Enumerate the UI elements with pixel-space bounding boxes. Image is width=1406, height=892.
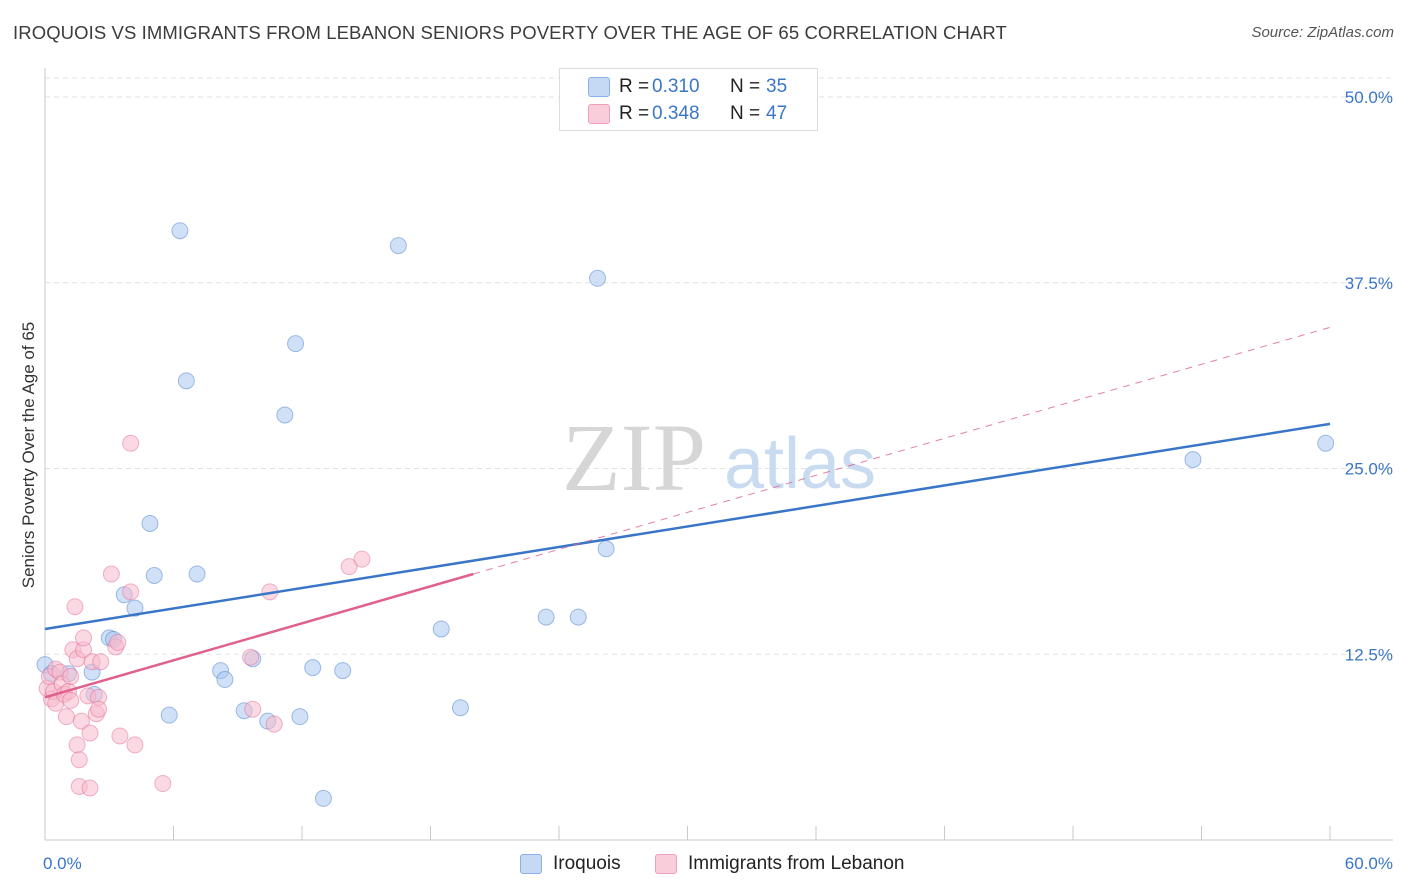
point-lebanon bbox=[68, 736, 86, 754]
point-iroquois bbox=[304, 659, 322, 677]
point-iroquois bbox=[216, 671, 234, 689]
axes bbox=[44, 68, 1393, 841]
point-lebanon bbox=[122, 434, 140, 452]
point-iroquois bbox=[334, 662, 352, 680]
point-lebanon bbox=[126, 736, 144, 754]
point-lebanon bbox=[75, 629, 93, 647]
y-tick-label: 12.5% bbox=[1345, 645, 1393, 664]
point-iroquois bbox=[451, 699, 469, 717]
tick-labels: 12.5% 25.0% 37.5% 50.0% 0.0% 60.0% bbox=[43, 88, 1393, 873]
point-iroquois bbox=[188, 565, 206, 583]
bottom-legend-label-iroquois: Iroquois bbox=[553, 853, 621, 874]
x-tick-label: 0.0% bbox=[43, 854, 82, 873]
point-iroquois bbox=[1317, 434, 1335, 452]
point-lebanon bbox=[90, 700, 108, 718]
point-lebanon bbox=[81, 724, 99, 742]
point-iroquois bbox=[177, 372, 195, 390]
point-iroquois bbox=[291, 708, 309, 726]
point-iroquois bbox=[287, 335, 305, 353]
point-lebanon bbox=[102, 565, 120, 583]
point-iroquois bbox=[126, 599, 144, 617]
trend-line-iroquois bbox=[44, 422, 1331, 631]
point-lebanon bbox=[109, 633, 127, 651]
gridlines bbox=[45, 77, 1393, 655]
point-lebanon bbox=[265, 715, 283, 733]
point-lebanon bbox=[57, 708, 75, 726]
legend: R = 0.310 N = 35 R = 0.348 N = 47 bbox=[559, 68, 818, 131]
point-lebanon bbox=[154, 775, 172, 793]
y-tick-label: 25.0% bbox=[1345, 460, 1393, 479]
legend-r-value: 0.348 bbox=[652, 103, 700, 124]
point-lebanon bbox=[66, 598, 84, 616]
y-tick-label: 37.5% bbox=[1345, 274, 1393, 293]
point-lebanon bbox=[81, 779, 99, 797]
point-lebanon bbox=[70, 751, 88, 769]
source-label: Source: ZipAtlas.com bbox=[1251, 24, 1394, 41]
legend-r-label: R = bbox=[619, 103, 650, 124]
point-lebanon bbox=[62, 691, 80, 709]
point-iroquois bbox=[160, 706, 178, 724]
trend-extension-lebanon bbox=[473, 326, 1331, 575]
trend-lines bbox=[44, 326, 1331, 699]
point-iroquois bbox=[589, 269, 607, 287]
point-lebanon bbox=[122, 583, 140, 601]
point-lebanon bbox=[242, 648, 260, 666]
point-iroquois bbox=[314, 789, 332, 807]
legend-swatch-lebanon bbox=[588, 104, 610, 124]
point-iroquois bbox=[597, 540, 615, 558]
point-iroquois bbox=[171, 222, 189, 240]
point-lebanon bbox=[244, 700, 262, 718]
legend-swatch-iroquois bbox=[588, 77, 610, 97]
legend-n-value: 47 bbox=[766, 103, 788, 124]
watermark: ZIP atlas bbox=[562, 404, 876, 511]
point-iroquois bbox=[276, 406, 294, 424]
bottom-legend-label-lebanon: Immigrants from Lebanon bbox=[688, 853, 905, 874]
bottom-legend-swatch-lebanon bbox=[655, 854, 677, 874]
legend-r-value: 0.310 bbox=[652, 76, 700, 97]
point-iroquois bbox=[537, 608, 555, 626]
chart-title: IROQUOIS VS IMMIGRANTS FROM LEBANON SENI… bbox=[13, 22, 1007, 43]
point-lebanon bbox=[340, 558, 358, 576]
y-tick-label: 50.0% bbox=[1345, 88, 1393, 107]
point-iroquois bbox=[432, 620, 450, 638]
watermark-zip: ZIP bbox=[562, 404, 706, 511]
legend-r-label: R = bbox=[619, 76, 650, 97]
point-iroquois bbox=[569, 608, 587, 626]
point-lebanon bbox=[111, 727, 129, 745]
watermark-atlas: atlas bbox=[724, 424, 876, 504]
legend-n-value: 35 bbox=[766, 76, 788, 97]
point-lebanon bbox=[92, 653, 110, 671]
point-lebanon bbox=[62, 668, 80, 686]
point-lebanon bbox=[72, 712, 90, 730]
legend-n-label: N = bbox=[730, 103, 761, 124]
point-iroquois bbox=[1184, 451, 1202, 469]
legend-n-label: N = bbox=[730, 76, 761, 97]
point-iroquois bbox=[141, 514, 159, 532]
x-tick-label: 60.0% bbox=[1345, 854, 1393, 873]
point-lebanon bbox=[353, 550, 371, 568]
trend-line-lebanon bbox=[44, 572, 474, 699]
data-points bbox=[36, 222, 1335, 807]
point-iroquois bbox=[145, 566, 163, 584]
bottom-legend-swatch-iroquois bbox=[520, 854, 542, 874]
point-iroquois bbox=[389, 237, 407, 255]
